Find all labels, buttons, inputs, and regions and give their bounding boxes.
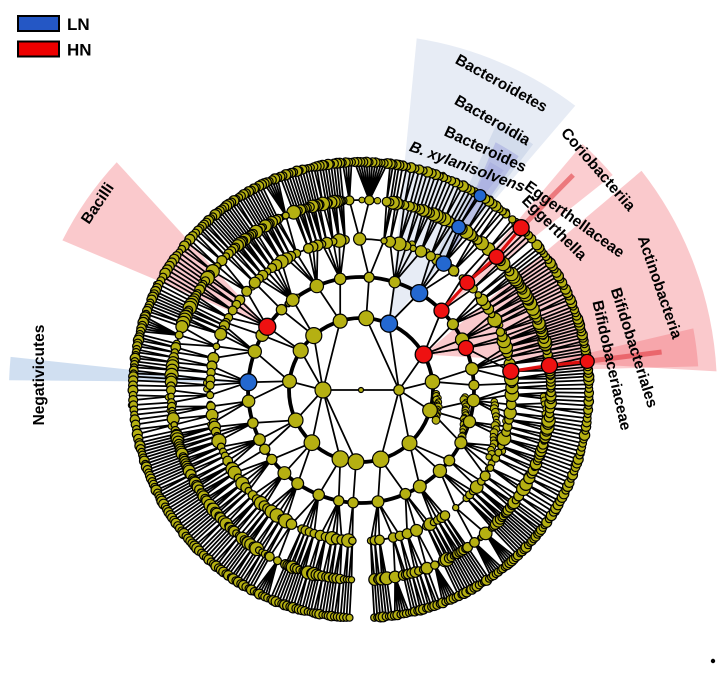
svg-text:Negativicutes: Negativicutes bbox=[31, 325, 48, 426]
svg-text:LN: LN bbox=[67, 15, 90, 34]
svg-text:HN: HN bbox=[67, 41, 92, 60]
